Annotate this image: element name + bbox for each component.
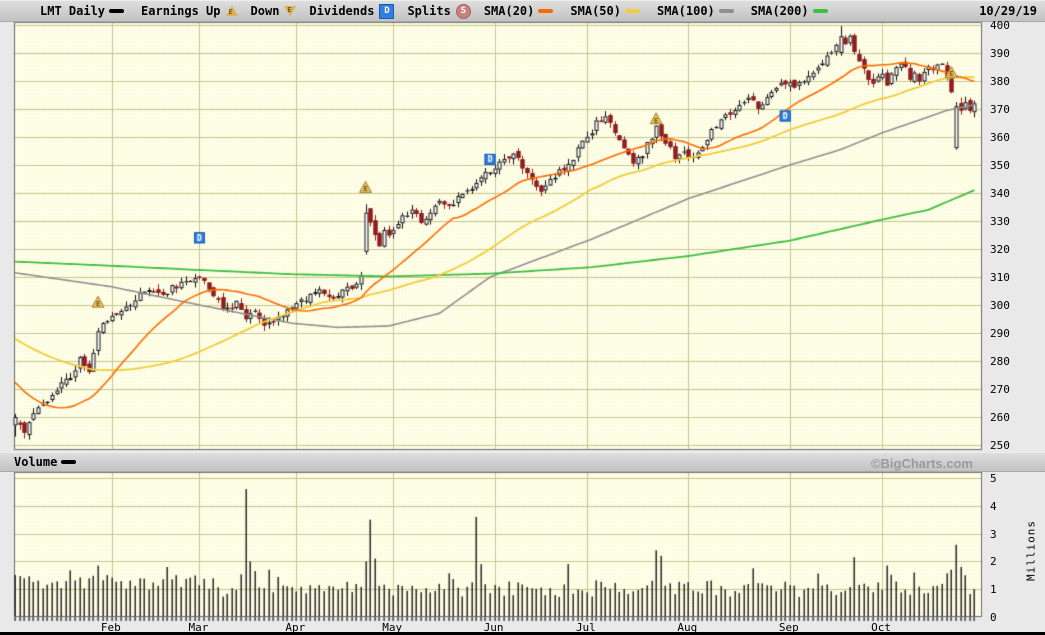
legend-sma200-label: SMA(200) — [750, 4, 809, 18]
bigcharts-watermark: ©BigCharts.com — [870, 455, 973, 471]
month-label: Jun — [483, 621, 504, 634]
volume-style-dash-icon — [61, 460, 77, 464]
price-tick-label: 300 — [990, 299, 1010, 312]
legend-sma200: SMA(200) — [751, 4, 832, 18]
volume-tick-label: 2 — [990, 555, 997, 569]
legend-sma20-label: SMA(20) — [483, 4, 535, 18]
legend-sma50: SMA(50) — [570, 4, 644, 18]
legend-sma100: SMA(100) — [657, 4, 738, 18]
legend-dividends: Dividends D — [309, 3, 395, 19]
month-label: May — [382, 621, 403, 634]
price-tick-label: 290 — [990, 327, 1010, 340]
volume-header-bar: Volume ©BigCharts.com — [0, 452, 1045, 472]
price-tick-label: 320 — [990, 243, 1010, 256]
price-tick-label: 350 — [990, 159, 1010, 172]
earnings-up-triangle-icon: E — [225, 6, 238, 16]
split-badge-icon: S — [455, 3, 471, 19]
price-tick-label: 270 — [990, 383, 1010, 396]
legend-earnings-down: Down E — [251, 4, 297, 18]
legend-earnings-down-label: Down — [250, 4, 280, 18]
month-label: Mar — [188, 621, 209, 634]
legend-splits-label: Splits — [407, 4, 451, 18]
window-bottom-edge — [0, 632, 1045, 635]
legend-sma50-label: SMA(50) — [570, 4, 621, 18]
volume-tick-label: 1 — [990, 583, 997, 597]
volume-unit-label: Millions — [1024, 520, 1038, 581]
month-label: Oct — [871, 621, 891, 634]
month-label: Sep — [778, 621, 799, 634]
volume-tick-label: 0 — [990, 611, 997, 624]
month-label: Aug — [677, 621, 698, 634]
price-tick-label: 360 — [990, 131, 1010, 144]
volume-title: Volume — [14, 455, 58, 469]
legend-sma20: SMA(20) — [484, 4, 558, 18]
legend-dividends-label: Dividends — [309, 4, 375, 18]
price-tick-label: 370 — [990, 103, 1010, 116]
price-tick-label: 340 — [990, 187, 1010, 200]
volume-tick-label: 5 — [990, 472, 997, 485]
earnings-down-triangle-icon: E — [284, 6, 297, 16]
sma50-dash-icon — [624, 9, 640, 13]
legend-sma100-label: SMA(100) — [656, 4, 715, 18]
sma100-dash-icon — [718, 9, 734, 13]
chart-header-bar: LMT Daily Earnings Up E Down E Dividends… — [0, 0, 1045, 22]
volume-tick-label: 4 — [990, 499, 997, 513]
volume-tick-label: 3 — [990, 527, 997, 541]
sma20-dash-icon — [538, 9, 554, 13]
legend-earnings-up-label: Earnings Up — [141, 4, 221, 18]
dividend-badge-icon: D — [379, 3, 395, 19]
legend-earnings-up: Earnings Up E — [141, 4, 238, 18]
chart-title: LMT Daily — [40, 4, 106, 18]
price-tick-label: 380 — [990, 75, 1010, 88]
price-tick-label: 260 — [990, 411, 1010, 424]
price-tick-label: 250 — [990, 439, 1010, 452]
month-label: Feb — [100, 621, 121, 634]
price-tick-label: 280 — [990, 355, 1010, 368]
month-label: Apr — [285, 621, 306, 634]
price-tick-label: 310 — [990, 271, 1010, 284]
sma200-dash-icon — [812, 9, 828, 13]
month-axis: Feb Mar Apr May Jun Jul Aug Sep Oct — [0, 620, 1045, 635]
symbol-title-block: LMT Daily — [40, 4, 128, 18]
as-of-date: 10/29/19 — [979, 4, 1037, 18]
month-label: Jul — [575, 621, 596, 634]
price-tick-label: 400 — [990, 19, 1010, 32]
price-tick-label: 390 — [990, 47, 1010, 60]
price-tick-label: 330 — [990, 215, 1010, 228]
legend-splits: Splits S — [407, 3, 471, 19]
price-style-dash-icon — [109, 9, 125, 13]
